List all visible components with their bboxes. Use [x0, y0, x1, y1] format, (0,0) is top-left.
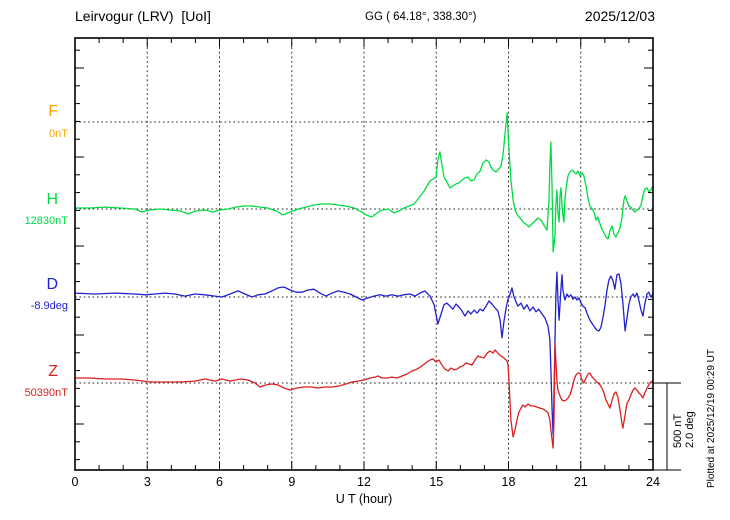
station-title: Leirvogur (LRV) [UoI] [75, 8, 211, 24]
x-tick-label: 12 [357, 475, 371, 489]
plotted-at-label: Plotted at 2025/12/19 00:29 UT [706, 349, 717, 488]
x-tick-label: 9 [288, 475, 295, 489]
gridlines [75, 38, 653, 470]
channel-D-base: -8.9deg [30, 300, 68, 312]
axis-ticks [74, 38, 654, 470]
channel-H-label: H [46, 191, 58, 208]
channel-Z-base: 50390nT [24, 387, 68, 399]
scale-bar-deg: 2.0 deg [684, 411, 696, 448]
channel-H-base: 12830nT [24, 215, 68, 227]
channel-D-label: D [46, 276, 58, 293]
channel-F-label: F [48, 103, 58, 120]
trace-H [74, 112, 654, 253]
channel-Z-label: Z [48, 363, 58, 380]
x-tick-labels: 0 3 6 9 12 15 18 21 24 [72, 475, 660, 489]
x-tick-label: 0 [72, 475, 79, 489]
x-tick-label: 6 [216, 475, 223, 489]
x-tick-label: 21 [574, 475, 588, 489]
scale-bar-nt: 500 nT [672, 413, 684, 448]
x-tick-label: 3 [144, 475, 151, 489]
trace-D [74, 271, 654, 436]
x-tick-label: 15 [429, 475, 443, 489]
scale-bracket [653, 382, 681, 471]
traces [74, 112, 654, 449]
channel-F-base: 0nT [49, 128, 68, 140]
trace-Z [74, 342, 654, 449]
scale-bar-label: 500 nT 2.0 deg [672, 411, 696, 448]
x-tick-label: 18 [502, 475, 516, 489]
date-label: 2025/12/03 [584, 8, 655, 24]
x-axis-title: U T (hour) [335, 492, 393, 506]
x-tick-label: 24 [646, 475, 660, 489]
gg-coordinates: GG ( 64.18°, 338.30°) [365, 11, 477, 23]
